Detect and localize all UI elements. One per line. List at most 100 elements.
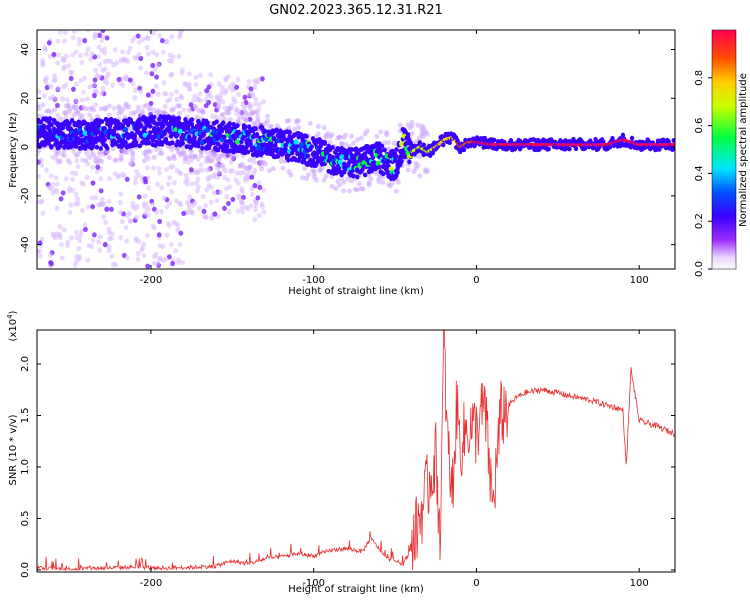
heatmap-noise-cell (225, 177, 231, 183)
heatmap-halo-cell (335, 178, 341, 184)
heatmap-noise-cell (206, 175, 212, 181)
heatmap-halo-cell (341, 179, 347, 185)
heatmap-noise-cell (215, 213, 221, 219)
heatmap-noise-cell (102, 50, 108, 56)
snr-multiplier-close: ) (8, 310, 19, 314)
heatmap-halo-cell (186, 107, 192, 113)
heatmap-ridge-cell (274, 127, 279, 133)
heatmap-ridge-cell (132, 133, 137, 138)
heatmap-ridge-cell (326, 143, 331, 149)
heatmap-ridge-cell (219, 126, 225, 132)
heatmap-noise-cell (108, 58, 114, 65)
heatmap-halo-cell (192, 103, 198, 109)
heatmap-halo-cell (389, 180, 395, 186)
heatmap-noise-cell (73, 201, 79, 207)
heatmap-ridge-cell (447, 140, 452, 146)
heatmap-halo-cell (266, 168, 272, 174)
heatmap-halo-cell (253, 109, 259, 115)
heatmap-halo-cell (374, 170, 380, 176)
heatmap-noise-cell (243, 204, 249, 210)
heatmap-noise-cell (169, 189, 174, 195)
heatmap-ridge-cell (245, 149, 251, 155)
heatmap-noise-cell (109, 253, 115, 259)
heatmap-noise-cell (39, 198, 45, 204)
heatmap-ridge-cell (392, 158, 398, 164)
heatmap-noise-cell (99, 196, 105, 203)
heatmap-noise-cell (110, 261, 116, 268)
heatmap-halo-cell (339, 141, 345, 147)
heatmap-ridge-cell (355, 174, 360, 180)
heatmap-core-cell (375, 160, 381, 166)
heatmap-ridge-cell (235, 123, 240, 129)
heatmap-noise-cell (253, 101, 259, 107)
heatmap-noise-cell (157, 243, 163, 249)
heatmap-noise-cell (60, 190, 66, 196)
heatmap-noise-cell (85, 204, 91, 210)
heatmap-noise-cell (253, 206, 258, 213)
heatmap-ridge-cell (305, 153, 311, 159)
heatmap-halo-cell (243, 117, 249, 123)
heatmap-ridge-cell (394, 154, 399, 159)
heatmap-core-cell (177, 128, 183, 135)
heatmap-noise-cell (240, 209, 245, 215)
heatmap-ridge-cell (63, 133, 68, 139)
heatmap-noise-cell (102, 66, 108, 72)
heatmap-ridge-cell (607, 144, 613, 150)
heatmap-halo-cell (67, 106, 73, 112)
heatmap-noise-cell (155, 260, 161, 266)
heatmap-noise-cell (70, 187, 76, 194)
heatmap-halo-cell (175, 146, 181, 152)
heatmap-noise-cell (77, 232, 83, 239)
heatmap-ridge-cell (234, 144, 239, 150)
heatmap-noise-cell (159, 185, 165, 191)
heatmap-noise-cell (40, 210, 46, 216)
heatmap-noise-cell (141, 241, 147, 247)
heatmap-noise-cell (212, 171, 218, 177)
heatmap-halo-cell (112, 157, 118, 163)
heatmap-halo-cell (255, 118, 261, 124)
heatmap-noise-cell (188, 102, 194, 108)
heatmap-noise-cell (242, 94, 248, 100)
heatmap-ridge-cell (38, 119, 44, 125)
heatmap-noise-cell (50, 190, 56, 196)
heatmap-noise-cell (201, 213, 207, 219)
heatmap-noise-cell (43, 47, 48, 53)
heatmap-halo-cell (302, 165, 308, 171)
heatmap-ridge-cell (125, 122, 131, 128)
heatmap-halo-cell (296, 118, 302, 124)
heatmap-halo-cell (417, 153, 423, 159)
heatmap-noise-cell (53, 77, 58, 83)
heatmap-noise-cell (82, 222, 88, 228)
heatmap-noise-cell (156, 165, 162, 172)
heatmap-halo-cell (343, 141, 349, 147)
heatmap-noise-cell (257, 101, 262, 107)
heatmap-noise-cell (178, 230, 184, 236)
heatmap-halo-cell (151, 107, 157, 113)
heatmap-noise-cell (130, 200, 136, 207)
heatmap-noise-cell (145, 165, 150, 171)
heatmap-halo-cell (264, 118, 270, 124)
heatmap-noise-cell (85, 30, 91, 33)
heatmap-noise-cell (214, 94, 220, 100)
heatmap-noise-cell (152, 66, 158, 72)
heatmap-halo-cell (151, 154, 157, 160)
spectrogram-frame (36, 29, 676, 270)
heatmap-halo-cell (251, 120, 257, 126)
heatmap-ridge-cell (185, 126, 191, 131)
heatmap-ridge-cell (201, 132, 206, 138)
heatmap-ridge-cell (362, 172, 368, 178)
heatmap-noise-cell (164, 38, 170, 44)
heatmap-ridge-cell (99, 119, 105, 124)
heatmap-halo-cell (307, 120, 313, 126)
heatmap-noise-cell (91, 82, 96, 88)
heatmap-noise-cell (69, 235, 74, 241)
heatmap-noise-cell (181, 107, 187, 113)
heatmap-noise-cell (160, 49, 166, 55)
heatmap-halo-cell (350, 140, 356, 146)
heatmap-noise-cell (138, 65, 144, 71)
heatmap-noise-cell (118, 191, 124, 197)
heatmap-noise-cell (216, 81, 222, 87)
colorbar-gradient (711, 29, 737, 270)
heatmap-core-cell (293, 139, 299, 145)
heatmap-halo-cell (264, 113, 270, 119)
